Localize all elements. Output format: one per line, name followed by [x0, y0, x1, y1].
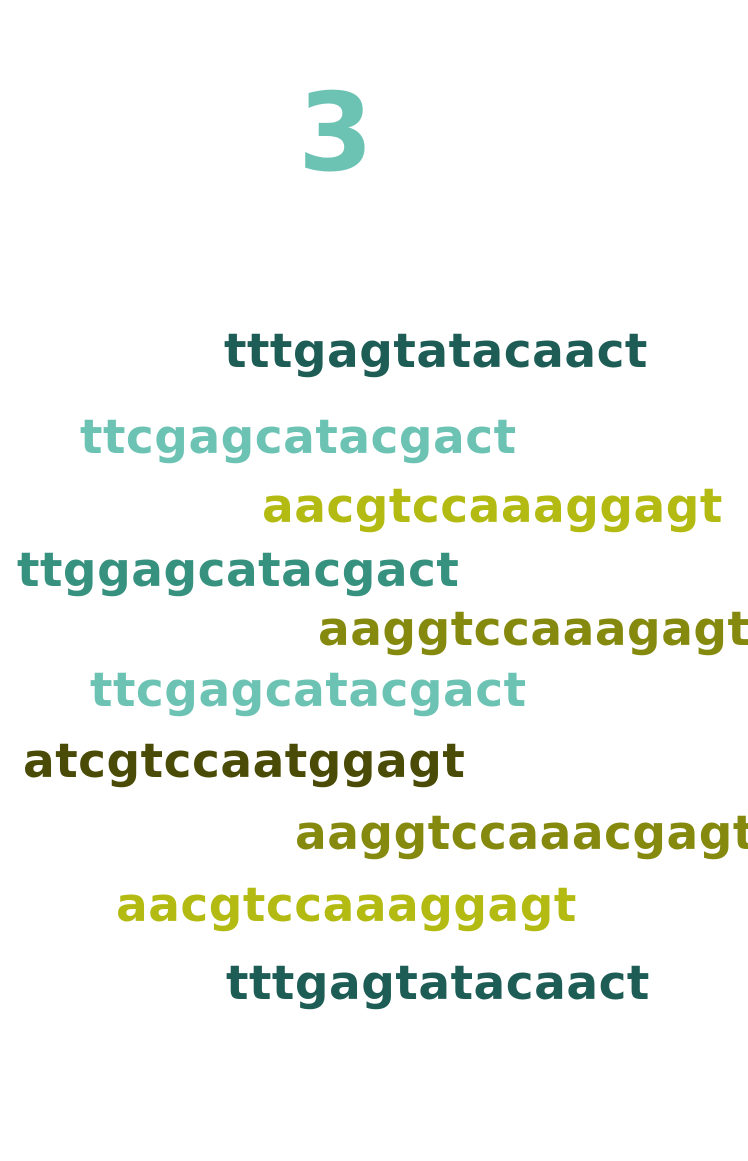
sequence-4: ttggagcatacgact	[17, 547, 459, 594]
sequence-8: aaggtccaaacgagt	[295, 810, 748, 857]
sequence-9: aacgtccaaaggagt	[116, 882, 577, 929]
sequence-10: tttgagtatacaact	[226, 960, 650, 1007]
sequence-2: ttcgagcatacgact	[80, 414, 517, 461]
sequence-5: aaggtccaaagagt	[318, 606, 748, 653]
number-heading: 3	[298, 80, 373, 188]
sequence-6: ttcgagcatacgact	[90, 667, 527, 714]
sequence-1: tttgagtatacaact	[224, 328, 648, 375]
sequence-3: aacgtccaaaggagt	[262, 483, 723, 530]
sequence-7: atcgtccaatggagt	[23, 738, 465, 785]
